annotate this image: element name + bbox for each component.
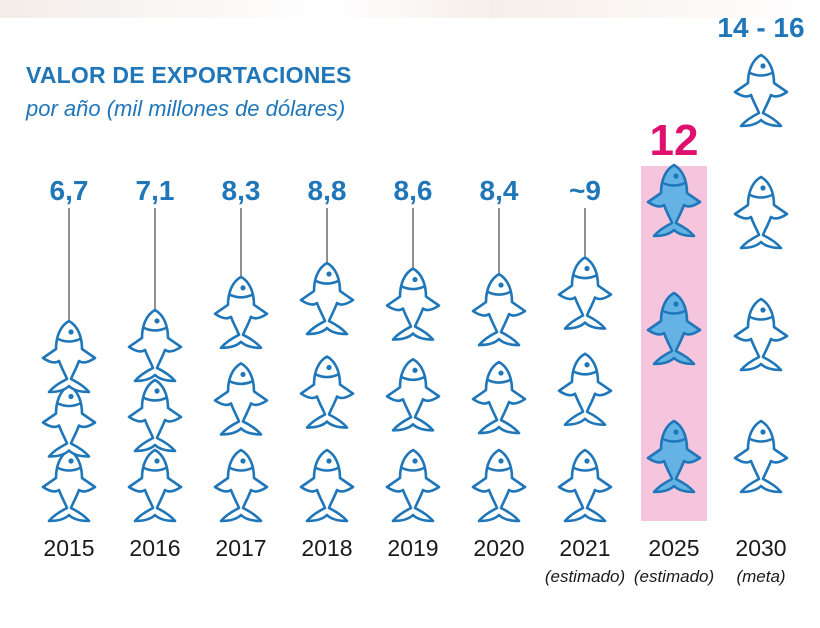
fish-icon (733, 419, 789, 494)
fish-icon (471, 360, 527, 435)
fish-icon (557, 448, 613, 523)
year-label-2016: 2016 (129, 535, 180, 561)
chart-subtitle: por año (mil millones de dólares) (26, 96, 346, 121)
year-label-2030: 2030 (735, 535, 786, 561)
fish-icon (557, 256, 613, 330)
fish-icon (471, 448, 527, 523)
fish-icon (385, 357, 441, 432)
value-label-2015: 6,7 (50, 175, 89, 206)
value-label-2025: 12 (650, 116, 699, 165)
value-label-2018: 8,8 (308, 175, 347, 206)
fish-icon (299, 448, 355, 523)
fish-icon (646, 163, 702, 238)
fish-icon (41, 319, 97, 394)
fish-icon (733, 53, 789, 128)
value-label-2017: 8,3 (222, 175, 261, 206)
fish-icon (299, 355, 355, 429)
value-label-2016: 7,1 (136, 175, 175, 206)
fish-icon (213, 362, 269, 436)
note-label-2030: (meta) (736, 567, 785, 586)
year-label-2025: 2025 (648, 535, 699, 561)
fish-icon (385, 448, 441, 523)
fish-icon (41, 448, 97, 523)
year-label-2020: 2020 (473, 535, 524, 561)
chart-title: VALOR DE EXPORTACIONES (26, 62, 352, 88)
fish-icon (646, 291, 702, 366)
year-label-2018: 2018 (301, 535, 352, 561)
fish-icon (733, 297, 789, 372)
year-label-2017: 2017 (215, 535, 266, 561)
note-label-2025: (estimado) (634, 567, 714, 586)
fish-icon (213, 448, 269, 523)
fish-icon (213, 275, 269, 350)
fish-icon (127, 378, 183, 453)
year-label-2015: 2015 (43, 535, 94, 561)
fish-icon (41, 384, 97, 458)
year-label-2019: 2019 (387, 535, 438, 561)
fish-icon (127, 448, 183, 523)
value-label-2019: 8,6 (394, 175, 433, 206)
fish-icon (385, 267, 441, 341)
note-label-2021: (estimado) (545, 567, 625, 586)
fish-icon (557, 352, 613, 427)
fish-icon (127, 308, 183, 383)
fish-icon (299, 261, 355, 336)
value-label-2030: 14 - 16 (717, 12, 804, 43)
value-label-2020: 8,4 (480, 175, 519, 206)
fish-icon (471, 272, 527, 347)
value-label-2021: ~9 (569, 175, 601, 206)
year-label-2021: 2021 (559, 535, 610, 561)
fish-icon (646, 419, 702, 494)
fish-icon (733, 175, 789, 250)
decorative-top-strip (0, 0, 820, 18)
